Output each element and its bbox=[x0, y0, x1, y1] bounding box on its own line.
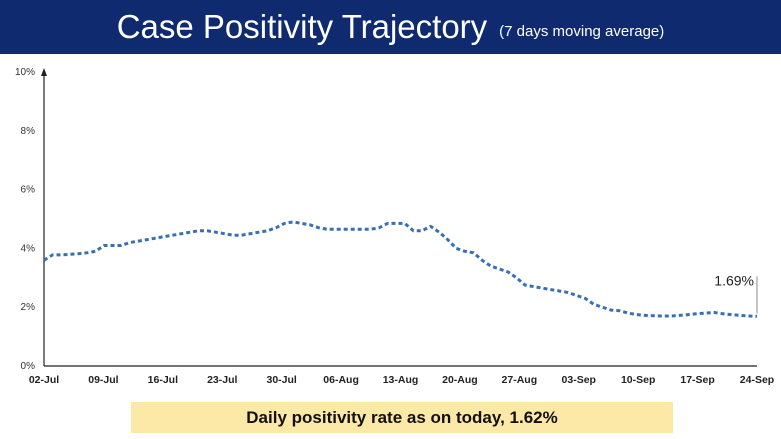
daily-positivity-banner: Daily positivity rate as on today, 1.62% bbox=[131, 402, 673, 433]
y-tick-label: 4% bbox=[21, 243, 36, 254]
chart-title: Case Positivity Trajectory bbox=[116, 8, 488, 45]
y-tick-label: 8% bbox=[21, 126, 36, 137]
y-tick-label: 0% bbox=[21, 361, 36, 372]
y-axis-arrow bbox=[41, 68, 47, 76]
x-tick-label: 10-Sep bbox=[621, 374, 655, 386]
x-tick-label: 16-Jul bbox=[148, 374, 178, 386]
x-tick-label: 17-Sep bbox=[680, 374, 714, 386]
x-tick-label: 24-Sep bbox=[740, 374, 774, 386]
x-tick-label: 09-Jul bbox=[88, 374, 118, 386]
x-tick-label: 30-Jul bbox=[266, 374, 296, 386]
x-tick-label: 20-Aug bbox=[442, 374, 478, 386]
x-tick-label: 06-Aug bbox=[323, 374, 359, 386]
x-tick-label: 03-Sep bbox=[562, 374, 596, 386]
x-tick-label: 13-Aug bbox=[383, 374, 419, 386]
y-tick-label: 6% bbox=[21, 185, 36, 196]
x-tick-label: 02-Jul bbox=[29, 374, 59, 386]
chart-subtitle: (7 days moving average) bbox=[499, 22, 665, 40]
positivity-series-line bbox=[43, 220, 758, 318]
y-tick-label: 2% bbox=[21, 302, 36, 313]
x-tick-label: 23-Jul bbox=[207, 374, 237, 386]
y-tick-label: 10% bbox=[15, 67, 35, 78]
title-banner: Case Positivity Trajectory (7 days movin… bbox=[0, 0, 781, 54]
last-value-label: 1.69% bbox=[714, 272, 754, 288]
positivity-line-chart: 0% 2% 4% 6% 8% 10% 02-Jul 09-Jul 16-Jul 23-Jul 30-… bbox=[15, 67, 774, 386]
daily-positivity-text: Daily positivity rate as on today, 1.62% bbox=[246, 407, 558, 427]
x-tick-label: 27-Aug bbox=[502, 374, 538, 386]
